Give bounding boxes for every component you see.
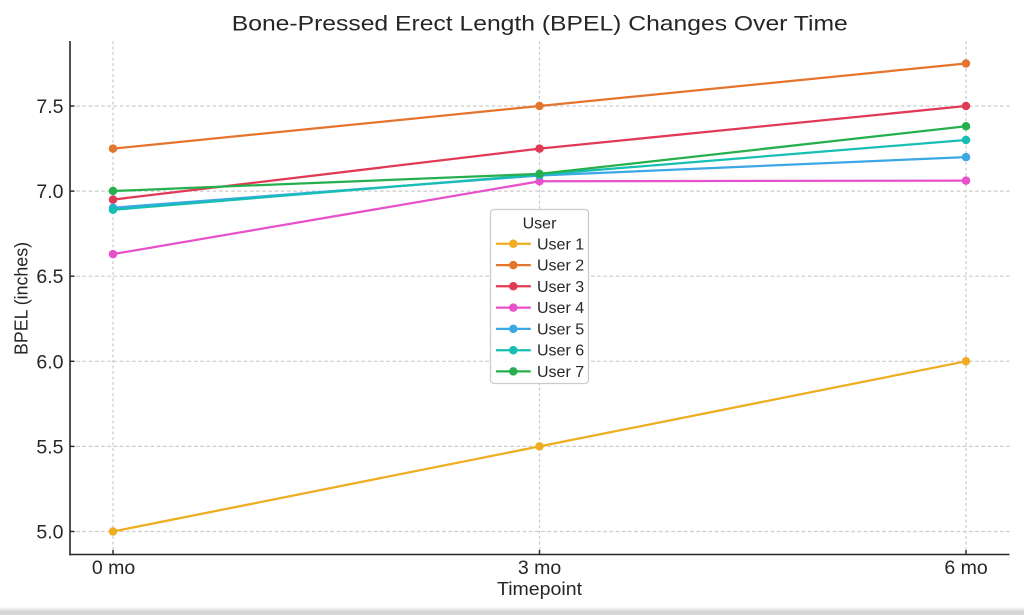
- svg-text:5.5: 5.5: [36, 436, 63, 458]
- svg-text:User 3: User 3: [537, 279, 584, 296]
- svg-text:3 mo: 3 mo: [518, 557, 562, 579]
- svg-text:User 2: User 2: [537, 258, 584, 275]
- svg-text:User 5: User 5: [537, 321, 584, 338]
- svg-text:6 mo: 6 mo: [944, 557, 988, 579]
- svg-text:0 mo: 0 mo: [92, 557, 136, 579]
- svg-text:7.0: 7.0: [36, 181, 63, 203]
- svg-text:Timepoint: Timepoint: [497, 578, 582, 599]
- svg-text:User: User: [523, 215, 557, 232]
- svg-text:7.5: 7.5: [36, 96, 63, 118]
- svg-text:BPEL (inches): BPEL (inches): [10, 242, 31, 355]
- svg-text:User 4: User 4: [537, 300, 584, 317]
- svg-text:User 7: User 7: [537, 364, 584, 381]
- svg-text:Bone-Pressed Erect Length (BPE: Bone-Pressed Erect Length (BPEL) Changes…: [232, 12, 848, 36]
- svg-text:5.0: 5.0: [36, 522, 63, 544]
- svg-text:6.5: 6.5: [36, 266, 63, 288]
- svg-text:User 1: User 1: [537, 236, 584, 253]
- svg-text:6.0: 6.0: [36, 351, 63, 373]
- svg-text:User 6: User 6: [537, 343, 584, 360]
